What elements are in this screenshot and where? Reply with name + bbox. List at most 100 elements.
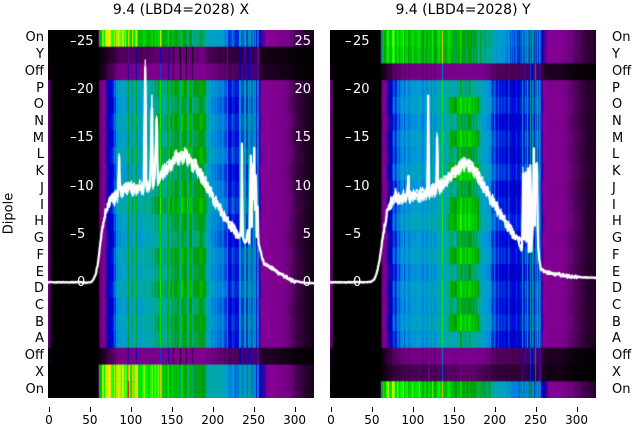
row-label-left: J: [40, 180, 44, 196]
row-label-right: B: [612, 314, 621, 330]
x-axis-tick: [371, 407, 373, 412]
y-tick-dash: –: [345, 33, 352, 49]
panel-y-title: 9.4 (LBD4=2028) Y: [395, 2, 531, 18]
x-axis-tick: [89, 407, 91, 412]
row-label-left: E: [35, 264, 44, 280]
y-tick-dash: –: [345, 178, 352, 194]
row-label-left: M: [32, 130, 44, 146]
row-label-right: D: [612, 281, 623, 297]
y-tick-label: 10: [353, 178, 370, 194]
row-label-right: P: [612, 80, 620, 96]
y-tick-label-right: 25: [294, 33, 311, 49]
heatmap-y-canvas: [330, 30, 596, 398]
row-label-left: N: [34, 114, 44, 129]
row-label-right: J: [612, 180, 616, 196]
y-tick-label: 25: [353, 33, 370, 49]
x-tick-label: 150: [160, 413, 184, 427]
row-label-left: F: [36, 247, 44, 263]
row-label-right: H: [612, 214, 622, 230]
x-tick-label: 100: [401, 413, 425, 427]
row-label-right: On: [612, 30, 631, 46]
x-axis-tick: [331, 407, 332, 412]
x-tick-label: 0: [327, 413, 335, 427]
row-label-left: H: [34, 214, 44, 230]
y-tick-dash: –: [345, 82, 352, 98]
row-label-left: L: [36, 147, 44, 163]
x-axis-tick: [535, 407, 537, 412]
x-tick-label: 150: [442, 413, 466, 427]
row-label-left: G: [33, 231, 44, 247]
row-label-right: K: [612, 164, 621, 180]
y-tick-dash: –: [70, 82, 77, 98]
row-label-left: On: [25, 30, 44, 46]
y-tick-label-right: 5: [302, 226, 311, 242]
y-tick-label: 5: [353, 226, 362, 242]
row-label-right: X: [612, 364, 621, 380]
x-axis-tick: [412, 407, 414, 412]
y-tick-label-right: 10: [294, 178, 311, 194]
row-label-left: Off: [24, 348, 44, 364]
x-axis-tick: [49, 407, 50, 412]
x-axis-tick: [253, 407, 255, 412]
y-tick-label: 0: [353, 275, 362, 290]
y-tick-dash: –: [70, 275, 77, 290]
heatmap-x-canvas: [48, 30, 314, 398]
x-axis-tick: [171, 407, 173, 412]
row-label-right: M: [612, 130, 624, 146]
y-tick-label: 10: [77, 178, 94, 194]
y-tick-label: 5: [77, 226, 86, 242]
row-label-right: O: [612, 97, 623, 113]
row-label-right: F: [612, 247, 620, 263]
row-label-left: D: [33, 281, 44, 297]
x-axis-tick: [494, 407, 496, 412]
y-tick-label: 15: [353, 130, 370, 146]
row-label-left: O: [33, 97, 44, 113]
row-label-right: A: [612, 331, 621, 347]
row-label-left: B: [35, 314, 44, 330]
x-tick-label: 300: [283, 413, 306, 427]
y-axis-label-dipole: Dipole: [1, 192, 17, 235]
y-tick-label: 0: [77, 275, 86, 290]
row-label-right: On: [612, 381, 631, 397]
x-axis-tick: [576, 407, 578, 412]
x-axis-tick: [212, 407, 214, 412]
y-tick-dash: –: [345, 275, 352, 290]
row-label-right: E: [612, 264, 621, 280]
row-label-right: G: [612, 231, 623, 247]
x-axis-tick: [453, 407, 455, 412]
x-tick-label: 200: [201, 413, 225, 427]
x-axis-tick: [294, 407, 296, 412]
x-tick-label: 200: [483, 413, 507, 427]
x-axis-tick: [130, 407, 132, 412]
y-tick-label: 20: [353, 82, 370, 98]
x-tick-label: 300: [565, 413, 588, 427]
row-label-right: C: [612, 298, 622, 313]
row-label-right: Off: [612, 348, 632, 364]
row-label-left: Off: [24, 63, 44, 79]
row-label-left: A: [35, 331, 44, 347]
panel-x-title: 9.4 (LBD4=2028) X: [112, 2, 250, 18]
y-tick-label-right: 0: [302, 275, 311, 290]
y-tick-dash: –: [70, 178, 77, 194]
x-tick-label: 50: [82, 413, 98, 427]
y-tick-dash: –: [345, 226, 352, 242]
row-label-left: X: [35, 364, 44, 380]
row-label-right: N: [612, 114, 622, 129]
row-label-left: P: [36, 80, 44, 96]
x-tick-label: 250: [242, 413, 266, 427]
row-label-right: I: [612, 197, 616, 213]
y-tick-label: 20: [77, 82, 94, 98]
y-tick-label-right: 15: [294, 130, 311, 146]
y-tick-dash: –: [70, 226, 77, 242]
row-label-left: Y: [36, 47, 44, 63]
row-label-left: On: [25, 381, 44, 397]
row-label-left: C: [34, 298, 44, 313]
x-tick-label: 100: [119, 413, 143, 427]
row-label-right: L: [612, 147, 620, 163]
row-label-right: Off: [612, 63, 632, 79]
y-tick-label: 25: [77, 33, 94, 49]
y-tick-label-right: 20: [294, 82, 311, 98]
y-tick-dash: –: [70, 130, 77, 146]
y-tick-dash: –: [345, 130, 352, 146]
